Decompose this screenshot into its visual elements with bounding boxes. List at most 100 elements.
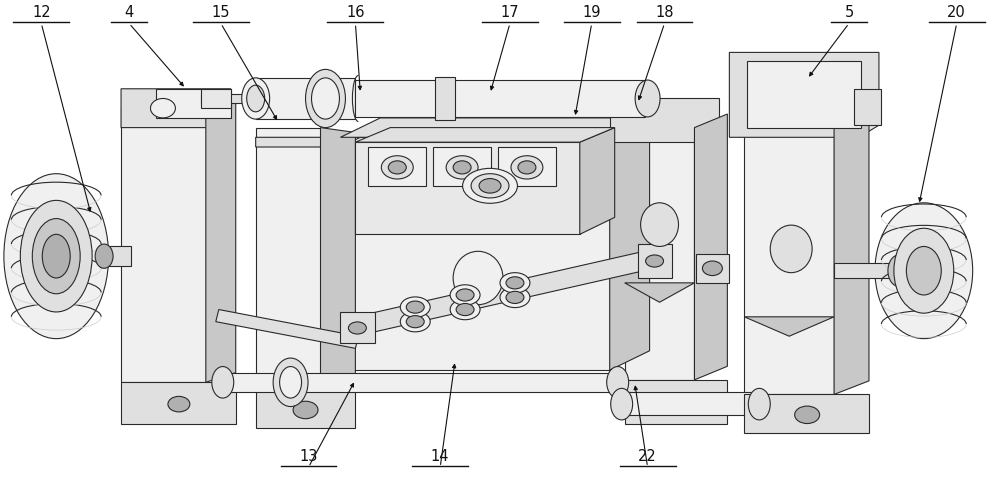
Ellipse shape — [255, 88, 273, 110]
Polygon shape — [625, 283, 694, 303]
Ellipse shape — [95, 244, 113, 269]
Polygon shape — [625, 128, 694, 380]
Polygon shape — [156, 90, 231, 119]
Polygon shape — [610, 99, 719, 143]
Polygon shape — [620, 392, 759, 415]
Ellipse shape — [506, 277, 524, 289]
Polygon shape — [368, 148, 426, 186]
Polygon shape — [834, 108, 869, 395]
Polygon shape — [696, 254, 729, 283]
Polygon shape — [355, 81, 645, 118]
Ellipse shape — [450, 300, 480, 320]
Polygon shape — [498, 148, 556, 186]
Ellipse shape — [641, 203, 679, 247]
Polygon shape — [101, 247, 131, 266]
Polygon shape — [216, 310, 358, 348]
Ellipse shape — [453, 252, 503, 305]
Polygon shape — [355, 249, 655, 337]
Ellipse shape — [456, 289, 474, 302]
Polygon shape — [625, 380, 727, 424]
Polygon shape — [435, 78, 455, 121]
Text: 5: 5 — [844, 5, 854, 20]
Ellipse shape — [400, 312, 430, 332]
Polygon shape — [747, 61, 861, 128]
Ellipse shape — [406, 316, 424, 328]
Ellipse shape — [506, 292, 524, 304]
Text: 20: 20 — [947, 5, 966, 20]
Polygon shape — [340, 312, 375, 344]
Polygon shape — [610, 119, 650, 370]
Ellipse shape — [293, 402, 318, 419]
Ellipse shape — [273, 358, 308, 407]
Ellipse shape — [471, 174, 509, 199]
Polygon shape — [744, 395, 869, 433]
Polygon shape — [834, 264, 899, 279]
Ellipse shape — [906, 247, 941, 295]
Ellipse shape — [611, 388, 633, 420]
Polygon shape — [580, 128, 615, 235]
Ellipse shape — [456, 304, 474, 316]
Polygon shape — [201, 90, 231, 109]
Ellipse shape — [446, 157, 478, 180]
Text: 18: 18 — [655, 5, 674, 20]
Text: 17: 17 — [501, 5, 519, 20]
Polygon shape — [256, 128, 320, 390]
Polygon shape — [256, 390, 355, 428]
Ellipse shape — [400, 297, 430, 318]
Polygon shape — [121, 383, 236, 424]
Ellipse shape — [888, 255, 910, 287]
Ellipse shape — [702, 262, 722, 276]
Polygon shape — [221, 373, 618, 392]
Text: 12: 12 — [32, 5, 51, 20]
Text: 19: 19 — [582, 5, 601, 20]
Polygon shape — [355, 128, 615, 143]
Ellipse shape — [306, 70, 345, 128]
Ellipse shape — [348, 322, 366, 334]
Ellipse shape — [894, 229, 954, 313]
Polygon shape — [744, 119, 834, 395]
Ellipse shape — [646, 255, 664, 267]
Ellipse shape — [168, 397, 190, 412]
Ellipse shape — [388, 162, 406, 175]
Text: 14: 14 — [431, 448, 449, 464]
Ellipse shape — [247, 86, 265, 113]
Polygon shape — [433, 148, 491, 186]
Polygon shape — [340, 138, 610, 370]
Polygon shape — [256, 79, 355, 120]
Ellipse shape — [795, 406, 820, 424]
Polygon shape — [355, 143, 580, 235]
Text: 15: 15 — [212, 5, 230, 20]
Polygon shape — [256, 138, 360, 148]
Polygon shape — [694, 115, 727, 380]
Ellipse shape — [20, 201, 92, 312]
Ellipse shape — [500, 273, 530, 293]
Text: 4: 4 — [124, 5, 134, 20]
Polygon shape — [744, 317, 834, 337]
Polygon shape — [121, 90, 231, 128]
Text: 13: 13 — [299, 448, 318, 464]
Ellipse shape — [242, 79, 270, 120]
Ellipse shape — [463, 169, 517, 204]
Ellipse shape — [42, 235, 70, 279]
Ellipse shape — [635, 81, 660, 118]
Ellipse shape — [453, 162, 471, 175]
Ellipse shape — [4, 174, 109, 339]
Ellipse shape — [150, 99, 175, 119]
Ellipse shape — [607, 367, 629, 398]
Polygon shape — [729, 53, 879, 138]
Polygon shape — [201, 95, 261, 104]
Ellipse shape — [450, 285, 480, 305]
Ellipse shape — [312, 79, 339, 120]
Polygon shape — [121, 109, 206, 383]
Polygon shape — [206, 99, 236, 383]
Polygon shape — [854, 90, 881, 126]
Text: 16: 16 — [346, 5, 365, 20]
Text: 22: 22 — [638, 448, 657, 464]
Ellipse shape — [748, 388, 770, 420]
Ellipse shape — [511, 157, 543, 180]
Ellipse shape — [381, 157, 413, 180]
Ellipse shape — [212, 367, 234, 398]
Polygon shape — [340, 119, 650, 138]
Ellipse shape — [518, 162, 536, 175]
Polygon shape — [638, 244, 672, 279]
